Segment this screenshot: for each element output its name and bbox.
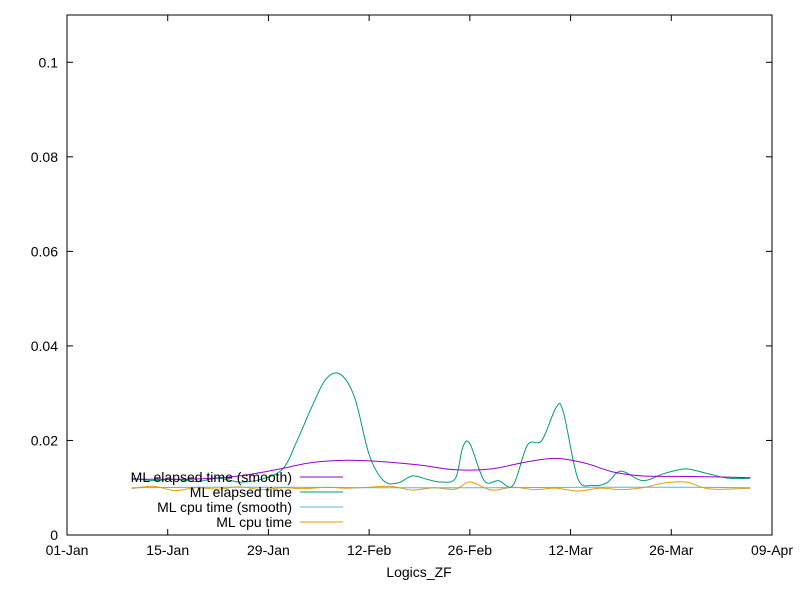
y-tick-label: 0.06 <box>31 243 58 259</box>
series-line-2 <box>131 486 751 489</box>
x-tick-label: 01-Jan <box>46 542 89 558</box>
legend-label: ML cpu time (smooth) <box>157 499 292 515</box>
x-axis: 01-Jan 15-Jan 29-Jan 12-Feb 26-Feb 12-Mar 26-M… <box>46 15 793 558</box>
series-line-1 <box>131 372 751 488</box>
y-axis: 0 0.02 0.04 0.06 0.08 0.1 <box>31 54 772 543</box>
x-tick-label: 12-Mar <box>548 542 593 558</box>
x-tick-label: 26-Feb <box>448 542 493 558</box>
series-line-0 <box>131 457 751 480</box>
x-tick-label: 12-Feb <box>347 542 392 558</box>
legend-label: ML elapsed time <box>190 484 292 500</box>
legend: ML elapsed time (smooth)ML elapsed timeM… <box>131 469 343 530</box>
x-tick-label: 26-Mar <box>649 542 694 558</box>
legend-label: ML cpu time <box>216 514 292 530</box>
y-tick-label: 0.04 <box>31 338 58 354</box>
y-tick-label: 0.08 <box>31 149 58 165</box>
series-layer <box>131 372 751 492</box>
x-axis-label: Logics_ZF <box>386 564 451 580</box>
y-tick-label: 0.1 <box>39 54 59 70</box>
x-tick-label: 29-Jan <box>247 542 290 558</box>
legend-label: ML elapsed time (smooth) <box>131 469 292 485</box>
y-tick-label: 0.02 <box>31 432 58 448</box>
x-tick-label: 15-Jan <box>146 542 189 558</box>
y-tick-label: 0 <box>50 527 58 543</box>
plot-frame <box>66 14 773 536</box>
x-tick-label: 09-Apr <box>751 542 793 558</box>
